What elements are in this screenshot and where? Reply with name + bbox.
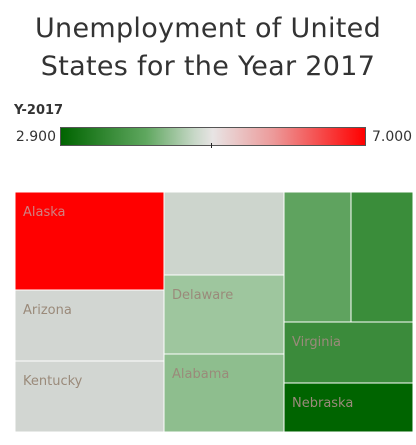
treemap-cell-state-7[interactable] xyxy=(283,191,352,323)
treemap-cell-nebraska[interactable] xyxy=(283,382,414,433)
treemap-label-delaware: Delaware xyxy=(172,288,233,303)
treemap-cell-alabama[interactable] xyxy=(163,353,285,433)
treemap-label-nebraska: Nebraska xyxy=(292,396,353,411)
chart-title: Unemployment of United States for the Ye… xyxy=(34,13,382,82)
treemap-cell-delaware[interactable] xyxy=(163,274,285,355)
treemap-cell-alaska[interactable] xyxy=(14,191,165,291)
treemap-cell-kentucky[interactable] xyxy=(14,360,165,433)
treemap-cell-state-8[interactable] xyxy=(350,191,414,323)
treemap-cell-state-4[interactable] xyxy=(163,191,285,276)
treemap-label-kentucky: Kentucky xyxy=(23,374,83,389)
color-legend-bar[interactable] xyxy=(60,127,366,146)
legend-max-label: 7.000 xyxy=(372,129,413,145)
legend-min-label: 2.900 xyxy=(15,129,56,145)
treemap-cell-virginia[interactable] xyxy=(283,321,414,384)
treemap-cell-arizona[interactable] xyxy=(14,289,165,362)
treemap-label-virginia: Virginia xyxy=(292,335,341,350)
treemap-label-alabama: Alabama xyxy=(172,367,229,382)
legend-tick xyxy=(211,143,212,148)
treemap-label-arizona: Arizona xyxy=(23,303,72,318)
legend-title: Y-2017 xyxy=(14,103,64,118)
treemap-label-alaska: Alaska xyxy=(23,205,66,220)
